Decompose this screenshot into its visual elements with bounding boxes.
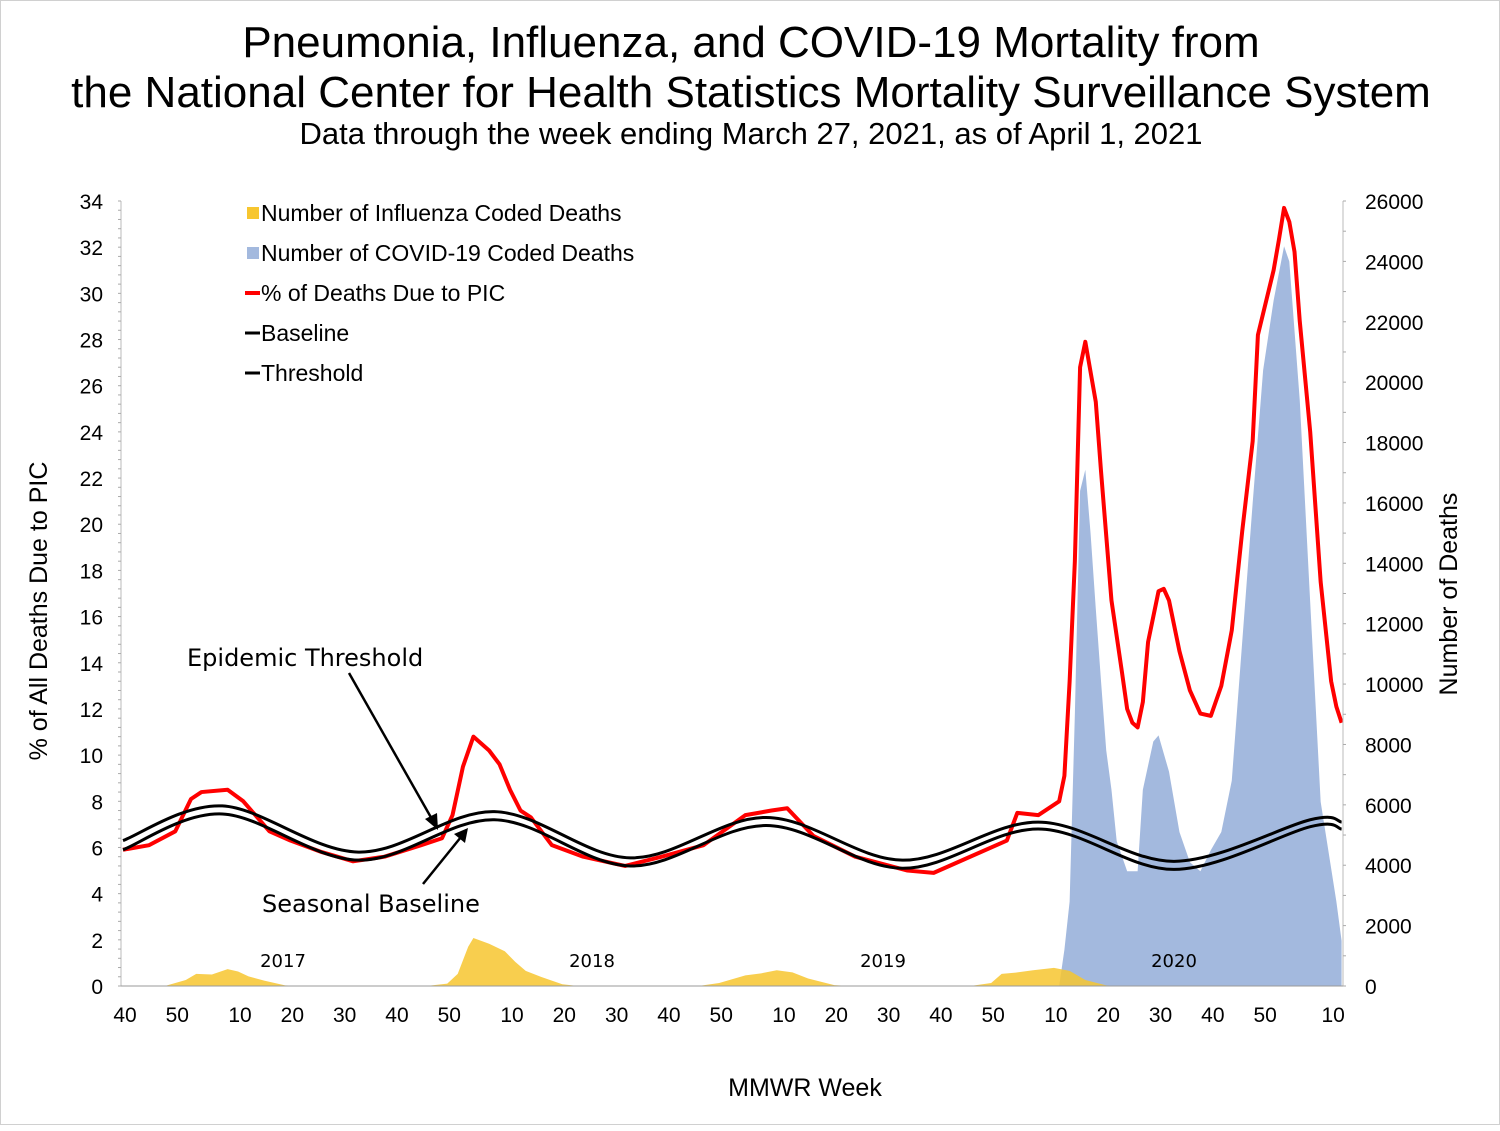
x-axis-tick-label: 30 <box>1149 1004 1172 1027</box>
y-axis-left-tick-label: 14 <box>80 653 104 676</box>
x-axis-tick-label: 30 <box>333 1004 356 1027</box>
x-axis-tick-label: 40 <box>113 1004 136 1027</box>
x-axis-tick-label: 20 <box>553 1004 576 1027</box>
y-axis-left-tick-label: 28 <box>80 330 103 353</box>
x-axis-tick-label: 50 <box>710 1004 733 1027</box>
y-axis-right-tick-label: 12000 <box>1365 614 1423 637</box>
year-label: 2019 <box>860 951 906 972</box>
y-axis-right-tick-label: 0 <box>1365 976 1377 999</box>
arrowhead-icon <box>425 813 438 830</box>
legend-label: Number of COVID-19 Coded Deaths <box>261 240 634 266</box>
y-axis-left-tick-label: 30 <box>80 283 103 306</box>
y-axis-right-tick-label: 8000 <box>1365 734 1412 757</box>
x-axis-tick-label: 40 <box>657 1004 680 1027</box>
legend-label: Threshold <box>261 360 363 386</box>
axes-group: 0246810121416182022242628303234020004000… <box>80 191 1424 1027</box>
chart-title-line2: the National Center for Health Statistic… <box>71 68 1431 117</box>
line-series-group <box>122 205 1344 875</box>
x-axis-tick-label: 50 <box>166 1004 189 1027</box>
line-of-deaths-due-to-pic <box>122 205 1344 875</box>
x-axis-tick-label: 40 <box>929 1004 952 1027</box>
legend-swatch <box>247 207 259 219</box>
chart-subtitle: Data through the week ending March 27, 2… <box>299 116 1202 151</box>
y-axis-left-tick-label: 16 <box>80 607 103 630</box>
y-axis-right-tick-label: 2000 <box>1365 916 1412 939</box>
line-threshold <box>122 804 1342 863</box>
y-axis-left-title: % of All Deaths Due to PIC <box>25 462 53 761</box>
y-axis-left-tick-label: 32 <box>80 237 103 260</box>
x-axis-tick-label: 50 <box>982 1004 1005 1027</box>
x-axis-tick-label: 10 <box>500 1004 523 1027</box>
x-axis-tick-label: 40 <box>1201 1004 1224 1027</box>
y-axis-left-tick-label: 20 <box>80 514 103 537</box>
y-axis-left-tick-label: 24 <box>80 422 104 445</box>
legend-item-of-deaths-due-to-pic: % of Deaths Due to PIC <box>245 280 505 306</box>
year-label: 2017 <box>260 951 306 972</box>
area-number-of-influenza-coded-deaths <box>123 937 1342 986</box>
y-axis-left-tick-label: 10 <box>80 745 103 768</box>
x-axis-tick-label: 10 <box>1321 1004 1344 1027</box>
y-axis-left-tick-label: 22 <box>80 468 103 491</box>
x-axis-tick-label: 20 <box>281 1004 304 1027</box>
y-axis-left-tick-label: 34 <box>80 191 104 214</box>
y-axis-right-tick-label: 6000 <box>1365 795 1412 818</box>
x-axis-tick-label: 10 <box>1044 1004 1067 1027</box>
y-axis-left-tick-label: 18 <box>80 560 103 583</box>
x-axis-tick-label: 20 <box>1097 1004 1120 1027</box>
y-axis-left-tick-label: 4 <box>91 884 103 907</box>
x-axis-tick-label: 40 <box>385 1004 408 1027</box>
annotation-seasonal-baseline-label: Seasonal Baseline <box>262 890 480 918</box>
legend-label: Number of Influenza Coded Deaths <box>261 200 622 226</box>
x-axis-tick-label: 10 <box>772 1004 795 1027</box>
year-label: 2018 <box>569 951 615 972</box>
legend-item-number-of-covid-19-coded-deaths: Number of COVID-19 Coded Deaths <box>247 240 634 266</box>
y-axis-right-title: Number of Deaths <box>1435 493 1463 696</box>
annotation-arrow <box>422 836 462 885</box>
y-axis-left-tick-label: 2 <box>91 930 103 953</box>
area-series-group <box>123 246 1342 987</box>
annotation-arrow <box>347 672 435 822</box>
legend-label: Baseline <box>261 320 349 346</box>
area-number-of-covid-19-coded-deaths <box>1053 246 1342 987</box>
y-axis-left-tick-label: 6 <box>91 837 103 860</box>
legend: Number of Influenza Coded Deaths Number o… <box>245 200 634 386</box>
x-axis-tick-label: 10 <box>228 1004 251 1027</box>
x-axis-tick-label: 20 <box>825 1004 848 1027</box>
y-axis-left-tick-label: 26 <box>80 376 103 399</box>
arrowhead-icon <box>454 828 468 843</box>
line-baseline <box>122 812 1342 871</box>
legend-label: % of Deaths Due to PIC <box>261 280 505 306</box>
legend-swatch <box>247 247 259 259</box>
x-axis-tick-label: 50 <box>438 1004 461 1027</box>
x-axis-title: MMWR Week <box>728 1074 882 1102</box>
year-label: 2020 <box>1151 951 1197 972</box>
y-axis-left-tick-label: 0 <box>91 976 103 999</box>
y-axis-right-tick-label: 22000 <box>1365 312 1423 335</box>
y-axis-right-tick-label: 16000 <box>1365 493 1423 516</box>
x-axis-tick-label: 30 <box>877 1004 900 1027</box>
annotation-seasonal-baseline: Seasonal Baseline <box>262 828 480 918</box>
annotation-epidemic-threshold: Epidemic Threshold <box>187 644 438 830</box>
y-axis-right-tick-label: 4000 <box>1365 855 1412 878</box>
legend-item-baseline: Baseline <box>245 320 349 346</box>
x-axis-tick-label: 30 <box>605 1004 628 1027</box>
y-axis-right-tick-label: 14000 <box>1365 553 1423 576</box>
x-axis-tick-label: 50 <box>1253 1004 1276 1027</box>
chart-title-line1: Pneumonia, Influenza, and COVID-19 Morta… <box>242 18 1259 67</box>
y-axis-right-tick-label: 18000 <box>1365 433 1423 456</box>
y-axis-right-tick-label: 24000 <box>1365 251 1423 274</box>
y-axis-left-tick-label: 8 <box>91 791 103 814</box>
legend-item-number-of-influenza-coded-deaths: Number of Influenza Coded Deaths <box>247 200 622 226</box>
y-axis-right-tick-label: 20000 <box>1365 372 1423 395</box>
y-axis-right-tick-label: 10000 <box>1365 674 1423 697</box>
legend-item-threshold: Threshold <box>245 360 363 386</box>
annotation-epidemic-threshold-label: Epidemic Threshold <box>187 644 423 672</box>
y-axis-left-tick-label: 12 <box>80 699 103 722</box>
y-axis-right-tick-label: 26000 <box>1365 191 1423 214</box>
